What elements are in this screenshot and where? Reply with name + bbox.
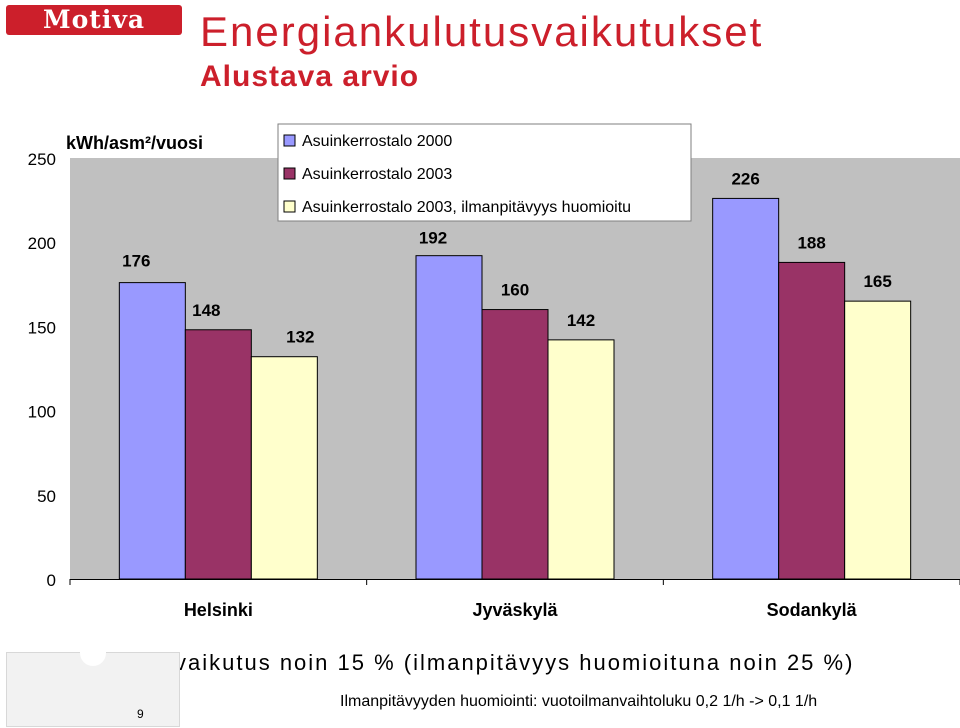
y-axis-label: kWh/asm²/vuosi: [66, 133, 203, 153]
bar: [778, 261, 846, 580]
footnote: Ilmanpitävyyden huomiointi: vuotoilmanva…: [340, 693, 818, 710]
bar: [844, 300, 912, 580]
page-subtitle: Alustava arvio: [200, 60, 420, 93]
y-tick-label: 0: [47, 571, 56, 590]
data-label: 176: [122, 252, 150, 271]
logo-text: Motiva: [42, 5, 146, 34]
page-number: 9: [137, 707, 144, 721]
decorative-shape: [80, 652, 106, 666]
legend-label: Asuinkerrostalo 2000: [302, 133, 452, 150]
data-label: 148: [192, 301, 220, 320]
legend-swatch: [283, 200, 296, 213]
motiva-logo: Motiva: [6, 5, 182, 35]
bar: [547, 339, 615, 580]
bar: [118, 282, 186, 580]
data-label: 165: [863, 272, 891, 291]
x-tick-label: Sodankylä: [767, 600, 858, 620]
bar: [184, 329, 252, 580]
x-tick-label: Helsinki: [184, 600, 253, 620]
bar: [250, 356, 318, 580]
data-label: 132: [286, 328, 314, 347]
legend-swatch: [283, 167, 296, 180]
y-tick-label: 150: [28, 318, 56, 337]
data-label: 226: [731, 169, 759, 188]
y-tick-label: 250: [28, 150, 56, 169]
y-tick-label: 50: [37, 487, 56, 506]
y-tick-label: 200: [28, 234, 56, 253]
note-bullet: vaikutus noin 15 % (ilmanpitävyys huomio…: [175, 650, 855, 675]
bar: [481, 309, 549, 580]
x-tick-label: Jyväskylä: [472, 600, 558, 620]
data-label: 160: [501, 281, 529, 300]
legend-swatch: [283, 134, 296, 147]
page-title: Energiankulutusvaikutukset: [200, 8, 764, 55]
legend-label: Asuinkerrostalo 2003: [302, 166, 452, 183]
bar-chart: 0 50 100 150 200 250 176 148 132 192 160 142 226 188…: [28, 123, 960, 620]
data-label: 188: [797, 233, 825, 252]
data-label: 142: [567, 311, 595, 330]
legend-label: Asuinkerrostalo 2003, ilmanpitävyys huom…: [302, 199, 631, 216]
y-tick-label: 100: [28, 403, 56, 422]
bar: [415, 255, 483, 580]
data-label: 192: [419, 229, 447, 248]
legend-box: [277, 123, 692, 222]
legend: Asuinkerrostalo 2000 Asuinkerrostalo 2003…: [277, 123, 692, 222]
bar: [712, 197, 780, 580]
